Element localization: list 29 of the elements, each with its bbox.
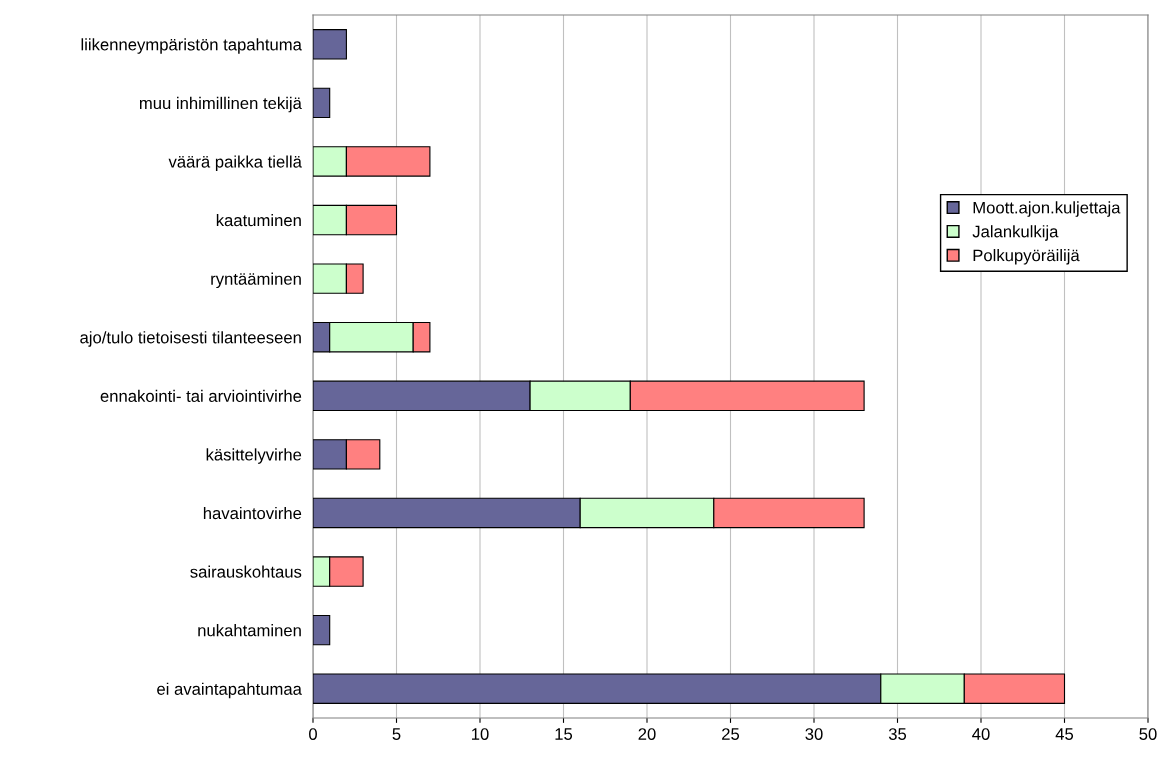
x-tick-label: 50 bbox=[1139, 728, 1157, 740]
x-tick-label: 15 bbox=[555, 728, 573, 740]
y-tick-label: ennakointi- tai arviointivirhe bbox=[100, 389, 302, 402]
x-tick-label: 35 bbox=[888, 728, 907, 740]
y-tick-label: ryntääminen bbox=[211, 272, 301, 289]
legend-label: Jalankulkija bbox=[972, 225, 1059, 241]
y-tick-label: muu inhimillinen tekijä bbox=[139, 96, 302, 113]
bar bbox=[313, 29, 347, 60]
y-tick-label: liikenneympäristön tapahtuma bbox=[81, 38, 302, 54]
bar bbox=[313, 87, 331, 119]
x-tick-label: 0 bbox=[309, 728, 317, 740]
x-tick-label: 10 bbox=[472, 728, 489, 740]
y-tick-label: nukahtaminen bbox=[198, 624, 301, 637]
y-tick-label: käsittelyvirhe bbox=[206, 448, 302, 464]
legend-label: Polkupyöräilijä bbox=[973, 249, 1080, 265]
x-tick-label: 40 bbox=[972, 728, 990, 740]
y-tick-label: väärä paikka tiellä bbox=[168, 155, 302, 171]
y-tick-label: ei avaintapahtumaa bbox=[157, 682, 302, 699]
x-tick-label: 20 bbox=[638, 728, 656, 740]
legend-label: Moott.ajon.kuljettaja bbox=[973, 201, 1121, 217]
x-tick-label: 45 bbox=[1055, 728, 1074, 740]
bar bbox=[313, 614, 331, 646]
x-tick-label: 30 bbox=[805, 728, 823, 740]
y-tick-label: sairauskohtaus bbox=[190, 565, 302, 578]
x-tick-label: 5 bbox=[392, 728, 401, 740]
y-tick-label: havaintovirhe bbox=[203, 506, 302, 520]
x-tick-label: 25 bbox=[722, 728, 740, 740]
y-tick-label: kaatuminen bbox=[216, 214, 301, 227]
y-tick-label: ajo/tulo tietoisesti tilanteeseen bbox=[80, 331, 301, 347]
